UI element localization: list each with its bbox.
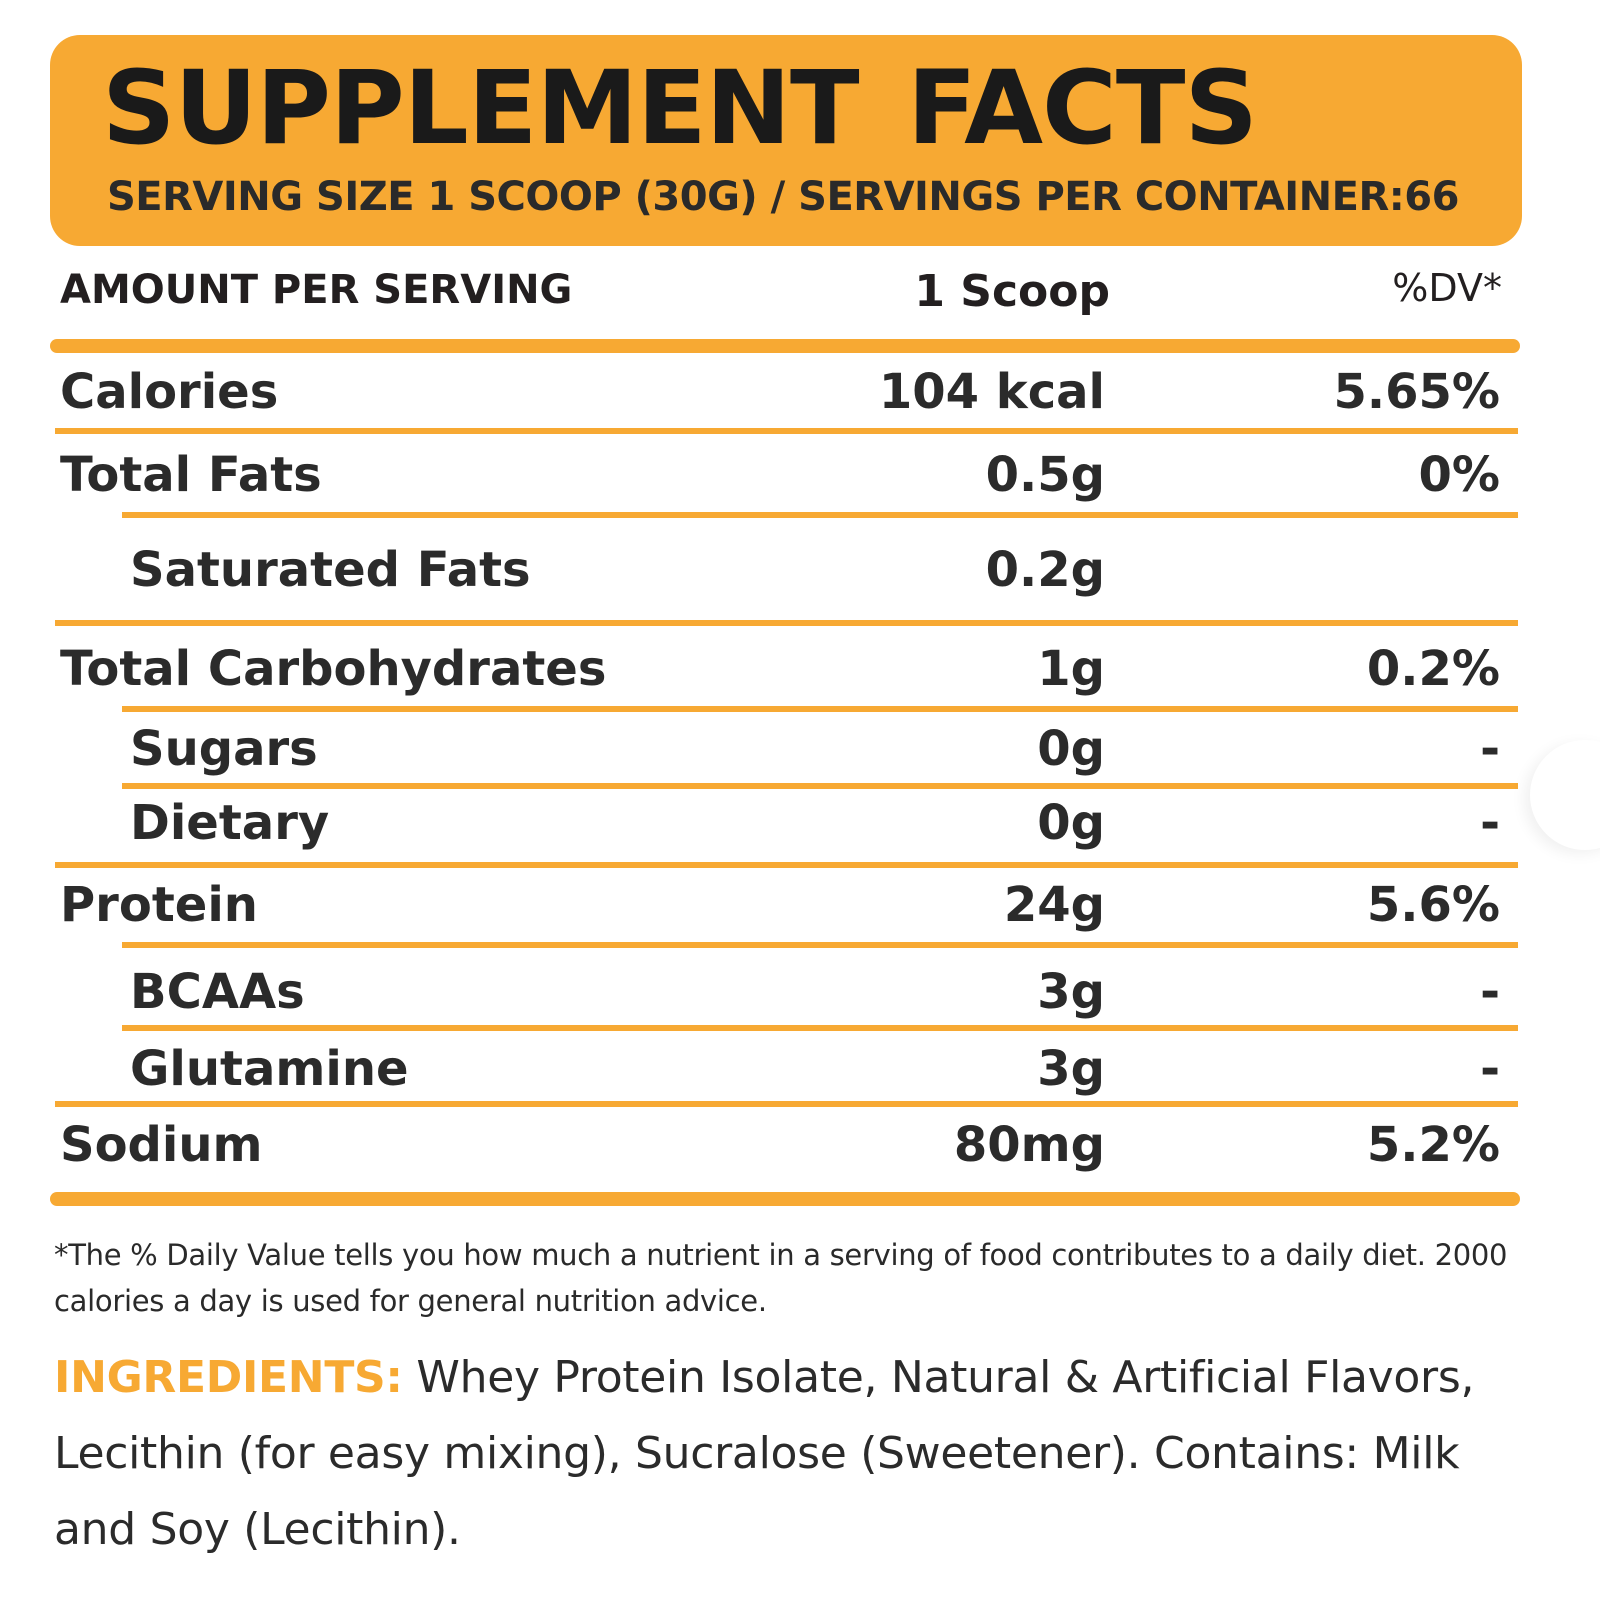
- row-divider: [55, 1101, 1518, 1107]
- row-divider: [122, 783, 1518, 789]
- serving-size-info: SERVING SIZE 1 SCOOP (30G) / SERVINGS PE…: [107, 174, 1459, 220]
- supplement-facts-header: SUPPLEMENT FACTS SERVING SIZE 1 SCOOP (3…: [50, 35, 1522, 246]
- decorative-arc: [1530, 740, 1600, 850]
- row-divider: [122, 942, 1518, 948]
- nutrient-daily-value: 5.2%: [1366, 1117, 1500, 1173]
- nutrient-daily-value: -: [1480, 721, 1500, 777]
- column-header-amount-per-serving: AMOUNT PER SERVING: [60, 267, 573, 313]
- header-divider: [50, 339, 1520, 353]
- nutrient-name: Calories: [60, 364, 279, 420]
- row-divider: [122, 512, 1518, 518]
- nutrient-name: Total Carbohydrates: [60, 641, 607, 697]
- nutrient-amount: 3g: [1037, 1041, 1105, 1097]
- nutrient-daily-value: -: [1480, 964, 1500, 1020]
- table-bottom-divider: [50, 1192, 1520, 1206]
- nutrient-amount: 0g: [1037, 721, 1105, 777]
- page-title: SUPPLEMENT FACTS: [102, 49, 1258, 168]
- nutrient-name: Sugars: [130, 721, 318, 777]
- nutrient-amount: 0.5g: [985, 447, 1105, 503]
- column-header-scoop: 1 Scoop: [914, 266, 1110, 317]
- nutrient-name: BCAAs: [130, 964, 305, 1020]
- nutrient-name: Sodium: [60, 1117, 263, 1173]
- nutrient-amount: 3g: [1037, 964, 1105, 1020]
- nutrient-amount: 80mg: [953, 1117, 1105, 1173]
- column-header-daily-value: %DV*: [1392, 266, 1502, 310]
- ingredients-label: INGREDIENTS:: [54, 1352, 403, 1403]
- ingredients-section: INGREDIENTS: Whey Protein Isolate, Natur…: [54, 1340, 1534, 1568]
- nutrient-name: Dietary: [130, 795, 330, 851]
- ingredients-text: Whey Protein Isolate, Natural & Artifici…: [54, 1352, 1475, 1555]
- nutrient-daily-value: -: [1480, 1041, 1500, 1097]
- nutrient-name: Protein: [60, 877, 258, 933]
- row-divider: [122, 1025, 1518, 1031]
- nutrient-daily-value: 5.6%: [1366, 877, 1500, 933]
- nutrient-name: Total Fats: [60, 447, 322, 503]
- nutrient-name: Saturated Fats: [130, 542, 531, 598]
- nutrient-daily-value: -: [1480, 795, 1500, 851]
- nutrient-amount: 1g: [1037, 641, 1105, 697]
- row-divider: [55, 862, 1518, 868]
- nutrient-daily-value: 0.2%: [1366, 641, 1500, 697]
- nutrient-daily-value: 0%: [1418, 447, 1501, 503]
- row-divider: [55, 428, 1518, 434]
- nutrient-amount: 104 kcal: [878, 364, 1105, 420]
- nutrient-amount: 24g: [1003, 877, 1105, 933]
- nutrient-amount: 0.2g: [985, 542, 1105, 598]
- row-divider: [122, 706, 1518, 712]
- daily-value-footnote: *The % Daily Value tells you how much a …: [54, 1238, 1508, 1318]
- nutrient-amount: 0g: [1037, 795, 1105, 851]
- nutrient-name: Glutamine: [130, 1041, 409, 1097]
- row-divider: [55, 620, 1518, 626]
- nutrient-daily-value: 5.65%: [1333, 364, 1500, 420]
